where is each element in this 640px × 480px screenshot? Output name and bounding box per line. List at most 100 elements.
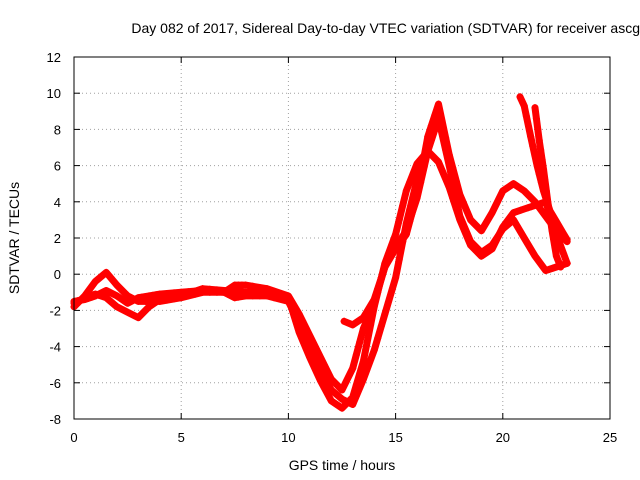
data-point (549, 264, 557, 272)
data-point (81, 292, 89, 300)
data-point (529, 142, 537, 150)
series-track-d (340, 100, 571, 329)
data-point (524, 191, 532, 199)
data-point (535, 257, 543, 265)
data-point (402, 187, 410, 195)
data-point (384, 298, 392, 306)
data-point (399, 235, 407, 243)
data-point (356, 338, 364, 346)
data-point (220, 288, 228, 296)
data-point (510, 209, 518, 217)
data-point (499, 225, 507, 233)
data-point (295, 310, 303, 318)
data-point (452, 177, 460, 185)
data-point (384, 257, 392, 265)
data-point (141, 306, 149, 314)
data-point (309, 339, 317, 347)
data-point (91, 290, 99, 298)
data-point (149, 297, 157, 305)
data-point (395, 256, 403, 264)
data-point (388, 251, 396, 259)
data-point (532, 115, 540, 123)
data-point (392, 274, 400, 282)
data-point (102, 286, 110, 294)
data-point (554, 256, 562, 264)
data-point (338, 386, 346, 394)
data-point (374, 334, 382, 342)
data-point (537, 146, 545, 154)
data-point (356, 316, 364, 324)
data-point (120, 297, 128, 305)
data-point (557, 225, 565, 233)
data-point (520, 187, 528, 195)
data-point (456, 191, 464, 199)
data-point (513, 222, 521, 230)
data-point (449, 164, 457, 172)
series-track-f (531, 104, 565, 271)
data-point (231, 294, 239, 302)
data-point (434, 158, 442, 166)
data-point (256, 283, 264, 291)
data-point (406, 178, 414, 186)
data-point (392, 230, 400, 238)
data-point (102, 268, 110, 276)
data-point (292, 317, 300, 325)
data-point (363, 339, 371, 347)
data-point (506, 219, 514, 227)
data-point (544, 198, 552, 206)
data-point (206, 288, 214, 296)
data-point (106, 288, 114, 296)
data-point (242, 281, 250, 289)
data-point (377, 322, 385, 330)
data-point (124, 299, 132, 307)
data-point (524, 204, 532, 212)
data-point (392, 245, 400, 253)
data-point (492, 201, 500, 209)
data-point (499, 187, 507, 195)
data-point (352, 351, 360, 359)
data-point (477, 227, 485, 235)
data-point (77, 296, 85, 304)
data-point (331, 389, 339, 397)
data-point (474, 223, 482, 231)
data-point (542, 187, 550, 195)
data-point (560, 250, 568, 258)
data-point (99, 293, 107, 301)
data-point (434, 100, 442, 108)
data-point (541, 176, 549, 184)
data-point (542, 267, 550, 275)
data-point (163, 296, 171, 304)
data-point (234, 288, 242, 296)
data-point (488, 241, 496, 249)
data-point (517, 228, 525, 236)
data-point (306, 332, 314, 340)
data-point (563, 259, 571, 267)
x-tick-label: 0 (70, 430, 77, 445)
data-point (474, 245, 482, 253)
data-point (531, 152, 539, 160)
data-point (106, 297, 114, 305)
data-point (170, 295, 178, 303)
data-point (124, 308, 132, 316)
data-point (109, 290, 117, 298)
data-point (481, 221, 489, 229)
data-point (120, 306, 128, 314)
data-point (519, 99, 527, 107)
chart-title: Day 082 of 2017, Sidereal Day-to-day VTE… (131, 20, 640, 36)
data-point (309, 361, 317, 369)
data-point (522, 112, 530, 120)
data-point (317, 377, 325, 385)
data-point (292, 304, 300, 312)
data-point (277, 290, 285, 298)
data-point (106, 273, 114, 281)
data-point (492, 236, 500, 244)
data-point (442, 175, 450, 183)
data-point (338, 404, 346, 412)
data-point (531, 198, 539, 206)
data-point (306, 353, 314, 361)
data-point (363, 366, 371, 374)
data-point (517, 185, 525, 193)
data-point (409, 169, 417, 177)
series-layer (70, 93, 571, 412)
